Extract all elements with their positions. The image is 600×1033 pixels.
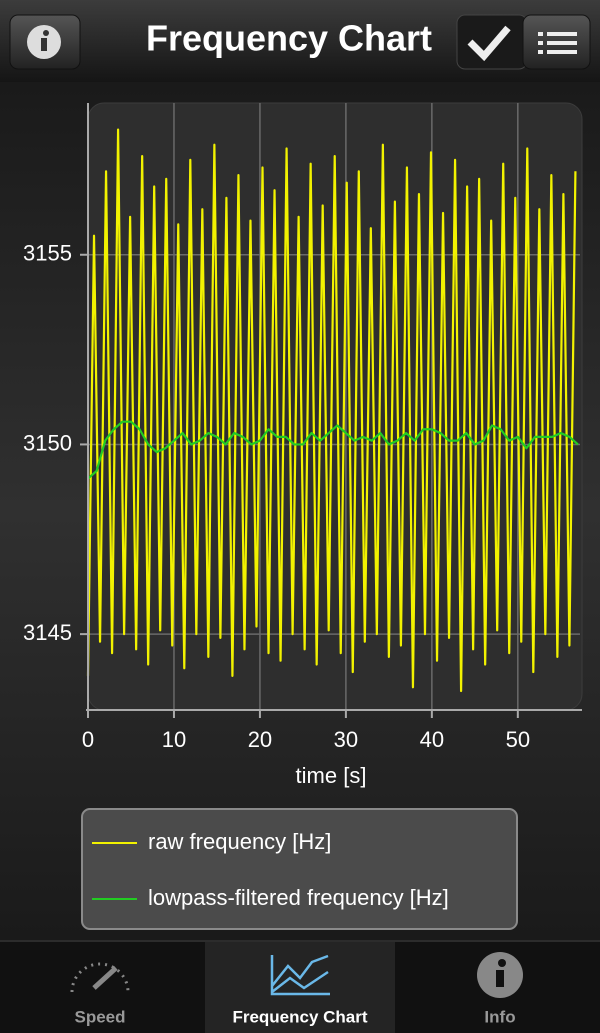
tab-label: Info	[484, 1007, 515, 1026]
tab-icon-needle	[92, 966, 118, 990]
menu-icon	[538, 32, 577, 54]
tabs: Speed Frequency Chart Info	[70, 942, 523, 1033]
y-tick-label: 3145	[23, 620, 72, 645]
legend	[81, 808, 518, 930]
tab-bar-edge	[0, 940, 600, 942]
tab-label: Speed	[74, 1007, 125, 1026]
tab-icon-dot	[498, 959, 506, 967]
check-button[interactable]	[456, 14, 528, 70]
menu-button[interactable]	[522, 14, 591, 70]
tab-label: Frequency Chart	[232, 1007, 367, 1026]
x-axis-label: time [s]	[296, 763, 367, 788]
tab[interactable]: Speed	[70, 962, 130, 1026]
nav-title: Frequency Chart	[146, 18, 432, 59]
x-tick-label: 40	[420, 727, 444, 752]
info-icon-dot	[43, 30, 49, 36]
tab-highlight	[205, 942, 395, 1033]
info-button[interactable]	[9, 14, 81, 70]
info-icon-stem	[41, 38, 47, 51]
tab-icon	[270, 954, 330, 996]
legend-label: lowpass-filtered frequency [Hz]	[148, 885, 449, 910]
y-tick-label: 3150	[23, 430, 72, 455]
x-tick-label: 10	[162, 727, 186, 752]
tab-icon-stem	[496, 970, 504, 987]
x-tick-label: 0	[82, 727, 94, 752]
x-tick-label: 30	[334, 727, 358, 752]
y-tick-label: 3155	[23, 241, 72, 266]
x-tick-label: 20	[248, 727, 272, 752]
tab[interactable]: Info	[477, 952, 523, 1026]
x-tick-label: 50	[506, 727, 530, 752]
series-line	[87, 420, 579, 480]
tab-icon	[70, 962, 130, 993]
legend-entries: raw frequency [Hz] lowpass-filtered frequ…	[92, 829, 449, 910]
check-icon	[467, 25, 511, 62]
legend-label: raw frequency [Hz]	[148, 829, 331, 854]
tab[interactable]: Frequency Chart	[205, 942, 395, 1033]
